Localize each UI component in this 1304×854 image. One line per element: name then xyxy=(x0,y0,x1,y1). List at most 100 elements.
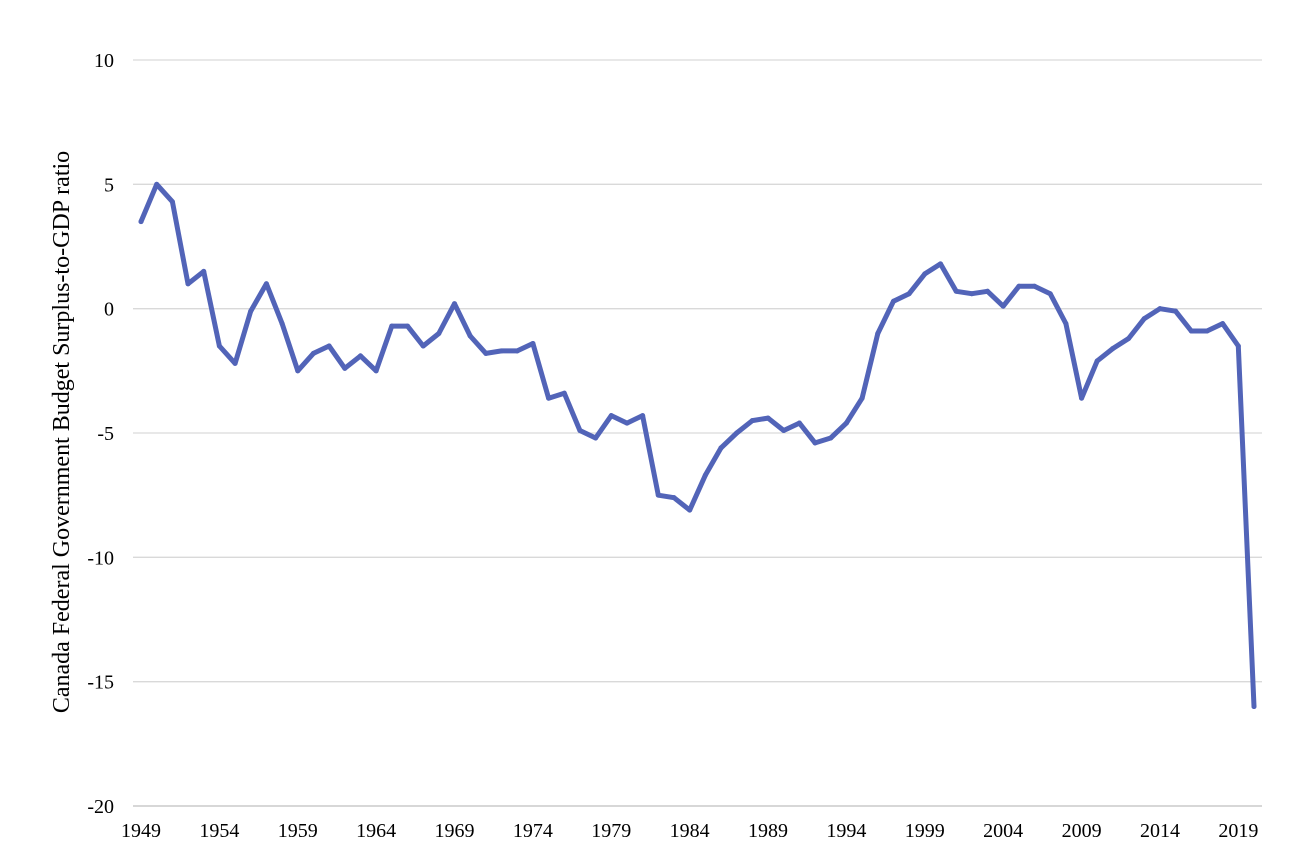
data-point xyxy=(546,395,552,401)
data-point xyxy=(467,333,473,339)
data-point xyxy=(1220,321,1226,327)
data-point xyxy=(890,298,896,304)
data-point xyxy=(1016,283,1022,289)
x-tick-label: 1949 xyxy=(121,820,161,842)
data-point xyxy=(796,420,802,426)
data-point xyxy=(1032,283,1038,289)
data-point xyxy=(718,445,724,451)
data-point xyxy=(169,199,175,205)
data-point xyxy=(326,343,332,349)
data-point xyxy=(781,428,787,434)
data-point xyxy=(154,181,160,187)
data-point xyxy=(765,415,771,421)
data-point xyxy=(1063,321,1069,327)
data-point xyxy=(373,368,379,374)
data-point xyxy=(1204,328,1210,334)
data-point xyxy=(702,472,708,478)
data-point xyxy=(357,353,363,359)
data-point xyxy=(1235,343,1241,349)
x-tick-label: 1989 xyxy=(748,820,788,842)
data-point xyxy=(404,323,410,329)
data-point xyxy=(843,420,849,426)
y-axis-title: Canada Federal Government Budget Surplus… xyxy=(49,151,75,713)
data-point xyxy=(1157,306,1163,312)
data-point xyxy=(1126,336,1132,342)
data-point xyxy=(687,507,693,513)
y-tick-label: 5 xyxy=(104,174,114,196)
y-tick-label: 0 xyxy=(104,299,114,321)
data-point xyxy=(749,418,755,424)
data-point xyxy=(922,271,928,277)
data-point xyxy=(138,219,144,225)
x-tick-label: 1969 xyxy=(435,820,475,842)
data-point xyxy=(577,428,583,434)
data-point xyxy=(671,495,677,501)
data-point xyxy=(1188,328,1194,334)
y-tick-label: -15 xyxy=(87,672,114,694)
data-point xyxy=(201,268,207,274)
y-tick-label: -20 xyxy=(87,796,114,818)
data-point xyxy=(640,413,646,419)
data-point xyxy=(1141,316,1147,322)
data-point xyxy=(279,321,285,327)
x-tick-label: 1964 xyxy=(356,820,396,842)
data-point xyxy=(1094,358,1100,364)
data-point xyxy=(624,420,630,426)
data-point xyxy=(310,350,316,356)
data-point xyxy=(232,360,238,366)
data-point xyxy=(185,281,191,287)
series-line xyxy=(138,181,1257,709)
data-point xyxy=(1079,395,1085,401)
data-points xyxy=(138,181,1257,710)
data-point xyxy=(608,413,614,419)
data-point xyxy=(1110,345,1116,351)
data-point xyxy=(859,395,865,401)
x-tick-label: 1979 xyxy=(591,820,631,842)
data-point xyxy=(906,291,912,297)
data-point xyxy=(1173,308,1179,314)
data-point xyxy=(985,288,991,294)
data-point xyxy=(561,390,567,396)
x-axis-ticks: 1949 1954 1959 1964 1969 1974 1979 1984 1989 1994… xyxy=(121,820,1258,842)
data-point xyxy=(499,348,505,354)
data-point xyxy=(263,281,269,287)
y-tick-label: 10 xyxy=(94,50,114,72)
data-point xyxy=(436,331,442,337)
x-tick-label: 2014 xyxy=(1140,820,1180,842)
data-point xyxy=(452,301,458,307)
data-point xyxy=(1047,291,1053,297)
x-tick-label: 1984 xyxy=(670,820,710,842)
data-point xyxy=(875,331,881,337)
data-point xyxy=(1000,303,1006,309)
y-axis-ticks: 10 5 0 -5 -10 -15 -20 xyxy=(87,50,114,818)
data-point xyxy=(216,343,222,349)
x-tick-label: 1959 xyxy=(278,820,318,842)
data-point xyxy=(530,340,536,346)
data-point xyxy=(342,365,348,371)
data-point xyxy=(514,348,520,354)
x-tick-label: 1954 xyxy=(199,820,239,842)
x-tick-label: 1994 xyxy=(826,820,866,842)
x-tick-label: 1999 xyxy=(905,820,945,842)
data-point xyxy=(389,323,395,329)
data-point xyxy=(655,492,661,498)
data-point xyxy=(953,288,959,294)
data-point xyxy=(483,350,489,356)
data-point xyxy=(1251,704,1257,710)
data-point xyxy=(295,368,301,374)
data-point xyxy=(812,440,818,446)
data-point xyxy=(734,430,740,436)
data-point xyxy=(937,261,943,267)
data-point xyxy=(969,291,975,297)
x-tick-label: 1974 xyxy=(513,820,553,842)
x-tick-label: 2019 xyxy=(1218,820,1258,842)
y-tick-label: -5 xyxy=(97,423,114,445)
data-point xyxy=(248,308,254,314)
gridlines xyxy=(133,59,1262,807)
data-point xyxy=(828,435,834,441)
y-tick-label: -10 xyxy=(87,547,114,569)
data-point xyxy=(593,435,599,441)
x-tick-label: 2009 xyxy=(1062,820,1102,842)
x-tick-label: 2004 xyxy=(983,820,1023,842)
